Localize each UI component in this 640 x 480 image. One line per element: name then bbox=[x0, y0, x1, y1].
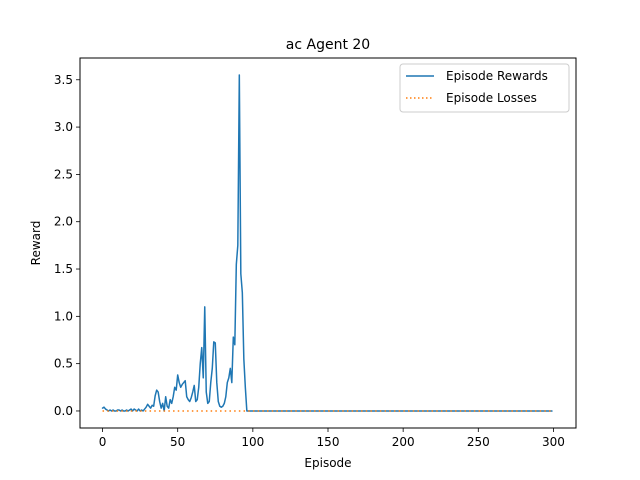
x-tick-label: 100 bbox=[241, 435, 264, 449]
plot-frame bbox=[79, 57, 577, 429]
y-tick-label: 1.0 bbox=[54, 309, 73, 323]
y-tick-label: 2.5 bbox=[54, 167, 73, 181]
y-tick-label: 2.0 bbox=[54, 215, 73, 229]
legend-label-rewards: Episode Rewards bbox=[446, 69, 548, 83]
legend-box bbox=[399, 63, 570, 113]
chart-title: ac Agent 20 bbox=[286, 37, 370, 53]
y-tick-label: 3.0 bbox=[54, 120, 73, 134]
x-tick-label: 250 bbox=[467, 435, 490, 449]
x-tick-label: 0 bbox=[99, 435, 107, 449]
x-tick-label: 300 bbox=[542, 435, 565, 449]
y-axis-label: Reward bbox=[29, 221, 43, 266]
series-layer bbox=[101, 74, 553, 412]
legend: Episode Rewards Episode Losses bbox=[399, 63, 570, 113]
y-tick-label: 0.5 bbox=[54, 357, 73, 371]
x-tick-label: 50 bbox=[170, 435, 185, 449]
ticks-layer: 0 50 100 150 200 250 300 0.0 0.5 1.0 1.5 2.0 2.5 3.0 3… bbox=[54, 73, 565, 449]
x-axis-label: Episode bbox=[304, 456, 351, 470]
y-tick-label: 1.5 bbox=[54, 262, 73, 276]
y-tick-label: 0.0 bbox=[54, 404, 73, 418]
legend-label-losses: Episode Losses bbox=[446, 91, 537, 105]
x-tick-label: 200 bbox=[392, 435, 415, 449]
series-line-episode-rewards bbox=[101, 74, 553, 412]
y-tick-label: 3.5 bbox=[54, 73, 73, 87]
x-tick-label: 150 bbox=[317, 435, 340, 449]
